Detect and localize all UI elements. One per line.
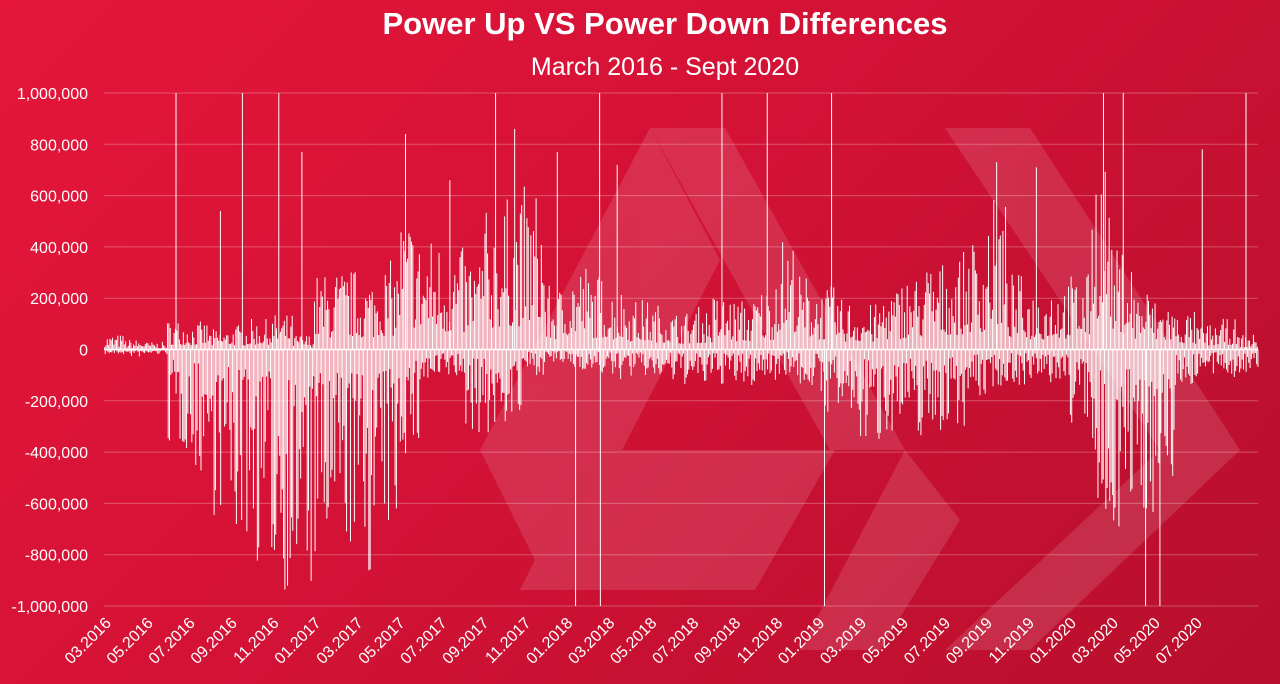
y-tick-label: -800,000 [25,548,88,565]
x-tick-label: 09.2018 [691,615,744,668]
y-axis: 1,000,000 800,000 600,000 400,000 200,000 0 -2… [11,86,88,616]
y-tick-label: -200,000 [25,394,88,411]
y-tick-label: 800,000 [30,137,88,154]
y-tick-label: 400,000 [30,240,88,257]
x-tick-label: 09.2016 [188,615,241,668]
y-tick-label: 600,000 [30,189,88,206]
y-tick-label: -1,000,000 [11,599,88,616]
y-tick-label: -600,000 [25,496,88,513]
chart-subtitle: March 2016 - Sept 2020 [531,53,799,81]
watermark-shape [945,450,1240,650]
bars [104,93,1259,606]
y-tick-label: 1,000,000 [17,86,88,103]
hive-logo-watermark [480,128,1240,650]
x-tick-label: 07.2020 [1153,615,1206,668]
y-tick-label: 0 [79,343,88,360]
y-tick-label: 200,000 [30,291,88,308]
watermark-shape [520,450,835,590]
x-tick-label: 09.2017 [440,615,493,668]
chart-title: Power Up VS Power Down Differences [382,6,947,41]
watermark-shape [800,450,960,650]
y-tick-label: -400,000 [25,445,88,462]
